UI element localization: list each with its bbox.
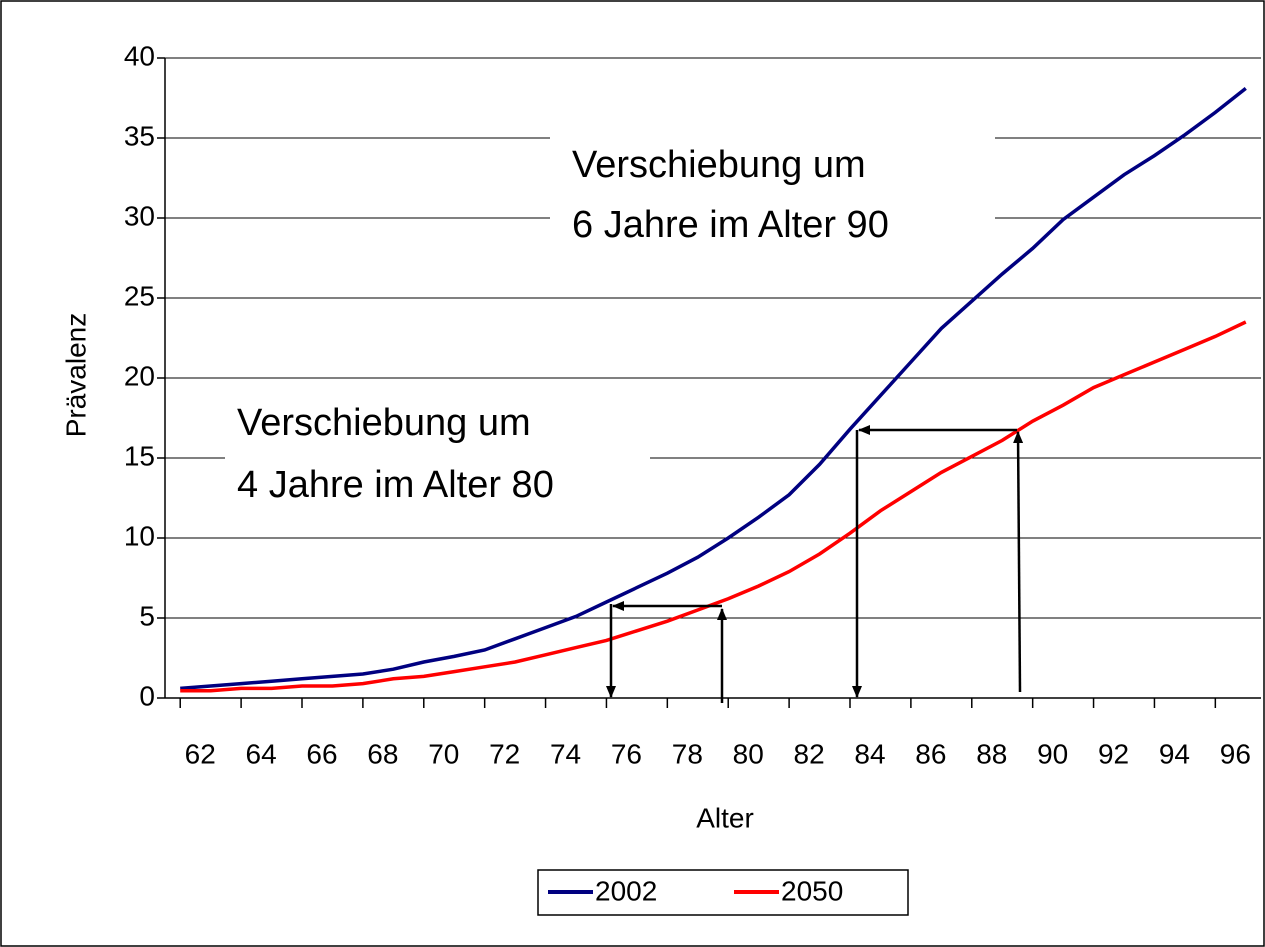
x-axis-title: Alter — [696, 802, 754, 833]
annotation: 4 Jahre im Alter 80 — [237, 464, 554, 506]
x-tick-label: 82 — [794, 738, 825, 769]
x-tick-label: 84 — [854, 738, 885, 769]
annotation: Verschiebung um — [572, 144, 866, 186]
x-tick-label: 76 — [611, 738, 642, 769]
x-tick-label: 86 — [915, 738, 946, 769]
series-line — [180, 87, 1247, 691]
note-box — [550, 128, 995, 250]
x-tick-label: 90 — [1037, 738, 1068, 769]
plot: 0 5 10 15 20 25 30 35 40 62 64 66 68 70 72 74 76 78 80 82 84… — [124, 40, 1261, 769]
x-tick-label: 68 — [367, 738, 398, 769]
x-tick-label: 66 — [306, 738, 337, 769]
x-tick-label: 78 — [672, 738, 703, 769]
x-tick-label: 70 — [428, 738, 459, 769]
y-tick-label: 20 — [124, 360, 155, 391]
legend-label: 2050 — [781, 875, 843, 906]
legend-box — [537, 869, 909, 916]
annotation: Verschiebung um — [237, 402, 531, 444]
x-tick-label: 96 — [1220, 738, 1251, 769]
y-tick-label: 35 — [124, 120, 155, 151]
x-tick-label: 80 — [733, 738, 764, 769]
y-tick-label: 5 — [139, 600, 155, 631]
y-tick-label: 25 — [124, 280, 155, 311]
x-tick-label: 94 — [1159, 738, 1190, 769]
legend-label: 2002 — [595, 875, 657, 906]
x-tick-label: 92 — [1098, 738, 1129, 769]
arrow — [1013, 431, 1024, 693]
y-axis-title: Prävalenz — [60, 313, 91, 438]
x-tick-label: 88 — [976, 738, 1007, 769]
y-tick-label: 15 — [124, 440, 155, 471]
series-line — [180, 320, 1247, 693]
legend: 2002 2050 — [548, 875, 843, 906]
arrows — [606, 425, 1024, 703]
x-tick-label: 64 — [246, 738, 277, 769]
note-box — [225, 395, 650, 515]
y-tick-label: 10 — [124, 520, 155, 551]
x-tick-label: 72 — [489, 738, 520, 769]
y-tick-label: 30 — [124, 200, 155, 231]
x-tick-label: 62 — [185, 738, 216, 769]
x-tick-label: 74 — [550, 738, 581, 769]
y-tick-label: 0 — [139, 680, 155, 711]
annotation: 6 Jahre im Alter 90 — [572, 204, 889, 246]
y-tick-label: 40 — [124, 40, 155, 71]
